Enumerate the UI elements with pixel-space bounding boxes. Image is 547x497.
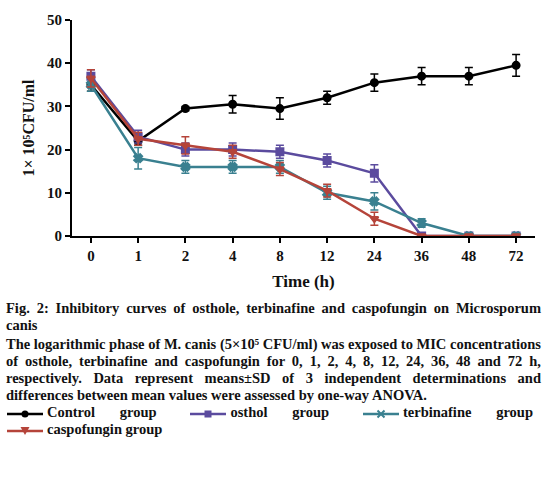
html-text:Control group: Control group bbox=[47, 404, 157, 420]
svg-text:24: 24 bbox=[367, 248, 383, 264]
html-text:osthol group: osthol group bbox=[230, 404, 330, 420]
html-text:terbinafine group: terbinafine group bbox=[402, 404, 533, 420]
svg-text:10: 10 bbox=[47, 185, 62, 201]
svg-text:12: 12 bbox=[320, 248, 335, 264]
svg-text:0: 0 bbox=[87, 248, 95, 264]
svg-text:72: 72 bbox=[509, 248, 524, 264]
svg-text:48: 48 bbox=[461, 248, 476, 264]
svg-text:1: 1 bbox=[134, 248, 142, 264]
svg-text:8: 8 bbox=[276, 248, 284, 264]
svg-text:0: 0 bbox=[55, 228, 63, 244]
svg-text:4: 4 bbox=[229, 248, 237, 264]
html-text:caspofungin group: caspofungin group bbox=[47, 421, 163, 437]
svg-text:36: 36 bbox=[414, 248, 430, 264]
svg-text:2: 2 bbox=[182, 248, 190, 264]
html-text:Fig. 2: Inhibitory curves of o: Fig. 2: Inhibitory curves of osthole, te… bbox=[6, 300, 541, 333]
svg-text:1× 10⁵CFU/ml: 1× 10⁵CFU/ml bbox=[20, 79, 37, 177]
html-text:The logarithmic phase of M. ca: The logarithmic phase of M. canis (5×10⁵… bbox=[6, 336, 541, 403]
svg-text:40: 40 bbox=[47, 55, 62, 71]
svg-text:50: 50 bbox=[47, 12, 62, 28]
svg-text:20: 20 bbox=[47, 142, 62, 158]
svg-text:30: 30 bbox=[47, 99, 62, 115]
svg-text:Time (h): Time (h) bbox=[272, 272, 335, 291]
